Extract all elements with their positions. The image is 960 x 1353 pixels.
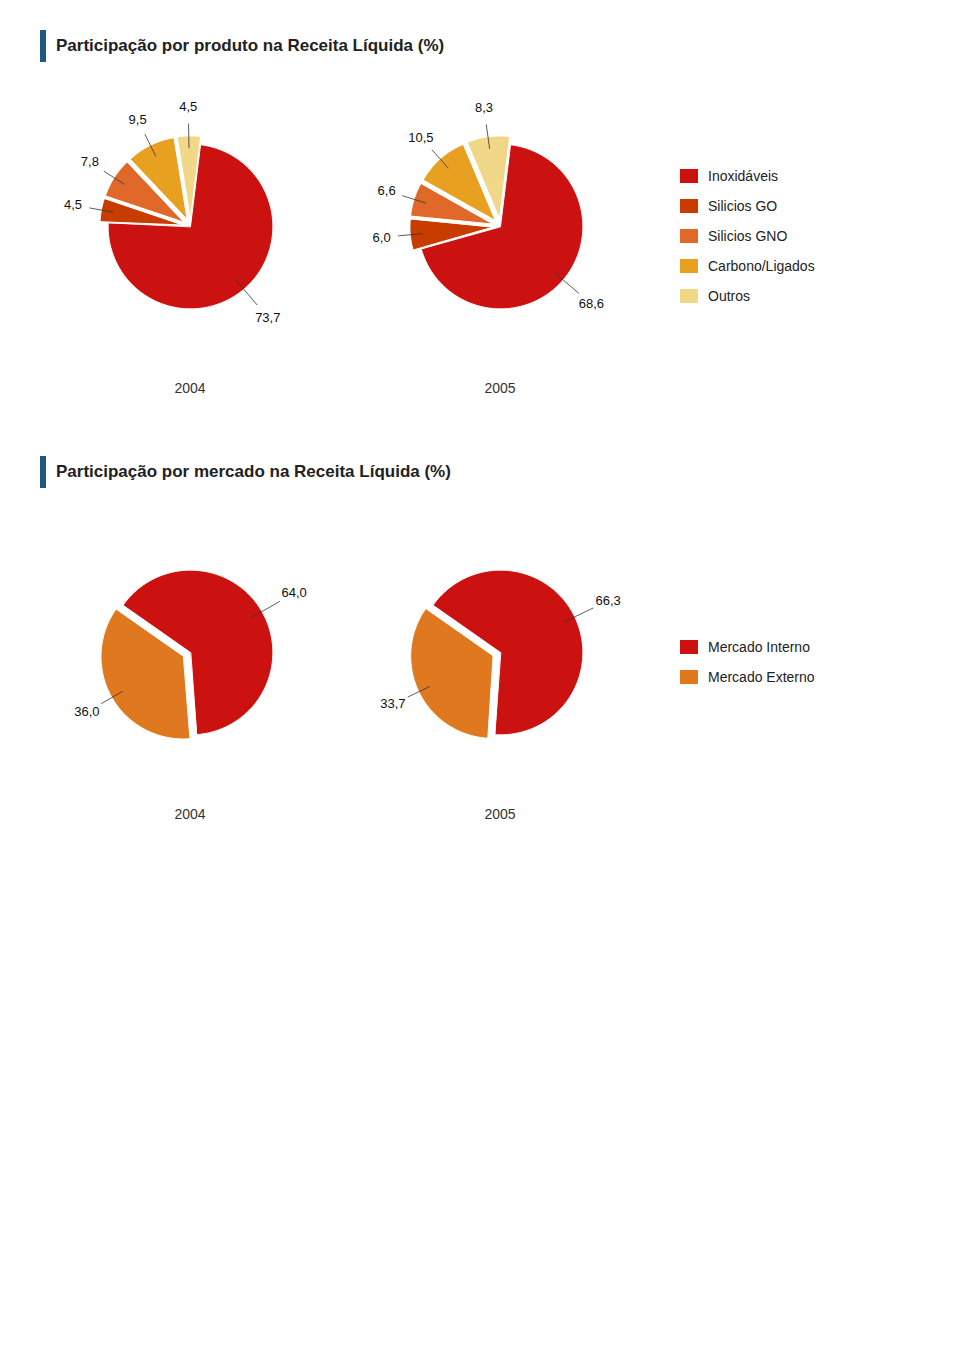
html-text:2005: 2005 (484, 380, 516, 396)
svg-text:4,5: 4,5 (179, 99, 197, 114)
svg-text:10,5: 10,5 (408, 130, 433, 145)
svg-text:68,6: 68,6 (579, 296, 604, 311)
svg-text:6,6: 6,6 (378, 183, 396, 198)
svg-text:7,8: 7,8 (81, 154, 99, 169)
svg-text:73,7: 73,7 (255, 310, 280, 325)
html-text:Silicios GNO: Silicios GNO (708, 228, 788, 244)
svg-text:64,0: 64,0 (281, 585, 306, 600)
html-text:Mercado Interno: Mercado Interno (708, 639, 810, 655)
html-text:2004: 2004 (174, 806, 206, 822)
html-text:Participação por mercado na Re: Participação por mercado na Receita Líqu… (56, 462, 451, 481)
html-text:Inoxidáveis: Inoxidáveis (708, 168, 778, 184)
html-text:2004: 2004 (174, 380, 206, 396)
html-text:Outros: Outros (708, 288, 750, 304)
svg-text:36,0: 36,0 (74, 704, 99, 719)
html-text:Mercado Externo: Mercado Externo (708, 669, 815, 685)
svg-text:4,5: 4,5 (64, 197, 82, 212)
html-text:Silicios GO: Silicios GO (708, 198, 778, 214)
svg-text:9,5: 9,5 (129, 112, 147, 127)
svg-text:66,3: 66,3 (595, 593, 620, 608)
html-text:2005: 2005 (484, 806, 516, 822)
svg-text:33,7: 33,7 (380, 696, 405, 711)
svg-text:8,3: 8,3 (475, 100, 493, 115)
html-text:Carbono/Ligados: Carbono/Ligados (708, 258, 815, 274)
svg-text:6,0: 6,0 (373, 230, 391, 245)
html-text:Participação por produto na Re: Participação por produto na Receita Líqu… (56, 36, 445, 55)
